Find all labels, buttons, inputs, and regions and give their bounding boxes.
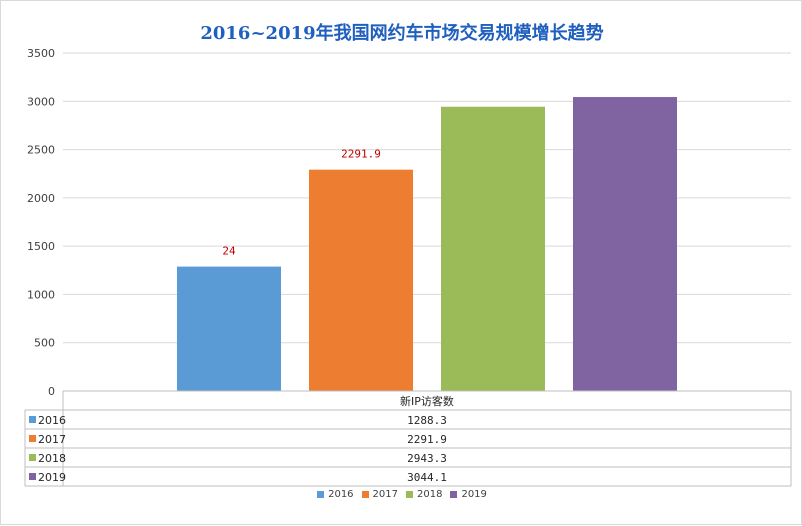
legend-item-2018: 2018 [406, 489, 442, 500]
legend-label: 2018 [417, 489, 443, 500]
y-tick-label: 2000 [27, 192, 55, 205]
legend-swatch [361, 491, 369, 498]
bar-2017 [309, 169, 413, 391]
y-tick-label: 3500 [27, 47, 55, 60]
table-swatch-2018 [29, 454, 36, 461]
legend-item-2019: 2019 [450, 489, 487, 500]
chart-title: 2016~2019年我国网约车市场交易规模增长趋势 [200, 23, 604, 44]
legend-swatch [406, 491, 413, 498]
table-series-name: 2019 [38, 471, 66, 484]
y-tick-label: 0 [48, 385, 55, 398]
y-tick-label: 3000 [27, 95, 55, 108]
legend-swatch [317, 491, 325, 498]
table-value-2019: 3044.1 [407, 471, 447, 484]
table-swatch-2019 [29, 473, 36, 480]
data-label-2017: 2291.9 [341, 148, 381, 161]
legend-label: 2019 [461, 489, 487, 500]
x-category-label: 新IP访客数 [400, 394, 454, 408]
bar-2018 [441, 106, 545, 391]
table-swatch-2016 [29, 416, 36, 423]
table-value-2018: 2943.3 [407, 452, 447, 465]
y-tick-label: 2500 [27, 144, 55, 157]
legend-label: 2016 [328, 489, 354, 500]
legend-item-2017: 2017 [361, 489, 398, 500]
y-tick-label: 1500 [27, 240, 55, 253]
table-value-2016: 1288.3 [407, 414, 447, 427]
table-series-name: 2016 [38, 414, 66, 427]
y-tick-label: 500 [34, 337, 55, 350]
data-label-2016: 24 [222, 245, 236, 258]
table-series-name: 2018 [38, 452, 66, 465]
table-value-2017: 2291.9 [407, 433, 447, 446]
bar-2019 [573, 97, 677, 391]
legend-item-2016: 2016 [317, 489, 354, 500]
legend-label: 2017 [372, 489, 398, 500]
chart-legend: 2016 2017 2018 2019 [1, 489, 802, 501]
legend-swatch [450, 491, 458, 498]
table-swatch-2017 [29, 435, 36, 442]
bar-2016 [177, 266, 281, 391]
table-series-name: 2017 [38, 433, 66, 446]
y-tick-label: 1000 [27, 288, 55, 301]
